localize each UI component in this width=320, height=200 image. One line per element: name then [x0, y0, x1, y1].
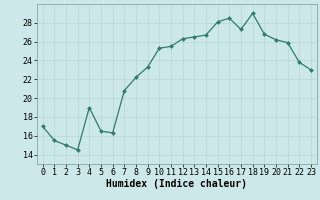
X-axis label: Humidex (Indice chaleur): Humidex (Indice chaleur): [106, 179, 247, 189]
